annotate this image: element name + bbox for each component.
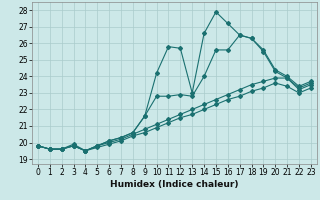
X-axis label: Humidex (Indice chaleur): Humidex (Indice chaleur): [110, 180, 239, 189]
